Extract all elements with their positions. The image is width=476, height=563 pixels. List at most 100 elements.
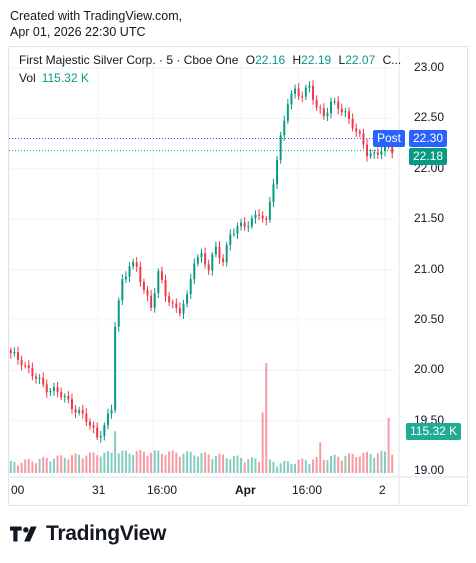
candle-body	[117, 300, 120, 327]
candle-body	[92, 425, 95, 428]
volume-bar	[160, 453, 163, 473]
date-line: Apr 01, 2026 22:30 UTC	[10, 25, 146, 39]
candle-body	[153, 293, 156, 308]
candle-body	[182, 303, 185, 314]
volume-bar	[38, 458, 41, 473]
candle-body	[106, 413, 109, 426]
volume-bar	[106, 450, 109, 473]
volume-bar	[236, 455, 239, 473]
candle-body	[297, 88, 300, 97]
volume-bar	[243, 462, 246, 473]
volume-bar	[222, 454, 225, 473]
volume-bar	[214, 455, 217, 473]
candle-body	[376, 152, 379, 155]
volume-label: Vol	[19, 71, 36, 85]
volume-bar	[171, 450, 174, 473]
volume-bar	[225, 458, 228, 473]
candle-body	[340, 108, 343, 113]
volume-bar	[9, 460, 12, 473]
volume-bar	[232, 456, 235, 473]
low-label: L	[338, 53, 346, 67]
volume-bar	[114, 431, 117, 473]
volume-bar	[142, 451, 145, 473]
volume-bar	[99, 456, 102, 473]
volume-bar	[240, 457, 243, 473]
volume-bar	[193, 455, 196, 473]
volume-bar	[279, 463, 282, 473]
volume-bar	[34, 463, 37, 473]
volume-bar	[355, 456, 358, 473]
candle-body	[247, 226, 250, 228]
candle-body	[301, 96, 304, 98]
candle-body	[45, 384, 48, 393]
volume-bar	[358, 456, 361, 473]
candle-body	[103, 425, 106, 436]
volume-bar	[13, 461, 16, 473]
candle-body	[114, 326, 117, 411]
volume-bar	[20, 462, 23, 473]
volume-bar	[27, 459, 30, 473]
candle-body	[49, 391, 52, 393]
volume-bar	[319, 442, 322, 473]
candle-body	[319, 107, 322, 109]
price-tick-label: 21.50	[414, 211, 445, 226]
candle-body	[99, 435, 102, 438]
price-tick-label: 22.50	[414, 110, 445, 125]
volume-bar	[164, 455, 167, 473]
time-tick-label: 31	[92, 483, 106, 497]
candle-body	[351, 118, 354, 129]
candle-body	[369, 153, 372, 157]
volume-bar	[340, 460, 343, 473]
volume-bar	[132, 455, 135, 473]
volume-bar	[211, 459, 214, 473]
volume-bar	[304, 460, 307, 473]
volume-bar	[373, 457, 376, 473]
volume-bar	[250, 457, 253, 473]
candle-body	[294, 88, 297, 94]
volume-bar	[24, 459, 27, 473]
candle-body	[250, 218, 253, 227]
volume-bar	[146, 455, 149, 473]
volume-bar	[96, 455, 99, 473]
chart-frame[interactable]: First Majestic Silver Corp. · 5 · Cboe O…	[8, 46, 468, 506]
candle-body	[304, 87, 307, 97]
volume-bar	[85, 455, 88, 473]
volume-bar	[254, 458, 257, 473]
candle-body	[171, 302, 174, 304]
price-tick-label: 20.00	[414, 362, 445, 377]
price-chart-canvas[interactable]	[9, 47, 467, 505]
volume-bar	[258, 462, 261, 473]
volume-bar	[297, 459, 300, 473]
volume-bar	[265, 363, 268, 473]
candle-body	[348, 111, 351, 119]
volume-bar	[376, 453, 379, 473]
candle-body	[81, 410, 84, 414]
volume-bar	[52, 458, 55, 473]
time-tick-label: 2	[379, 483, 386, 497]
candle-body	[333, 101, 336, 103]
ohlc-legend: First Majestic Silver Corp. · 5 · Cboe O…	[19, 53, 401, 67]
candle-body	[283, 120, 286, 136]
candle-body	[229, 234, 232, 246]
candle-body	[17, 352, 19, 360]
candle-body	[121, 279, 124, 301]
symbol-title[interactable]: First Majestic Silver Corp. · 5 · Cboe O…	[19, 53, 239, 67]
candle-body	[315, 99, 318, 108]
volume-bar	[153, 450, 156, 473]
volume-bar	[333, 454, 336, 473]
tradingview-brand[interactable]: TradingView	[10, 522, 166, 546]
candle-body	[218, 246, 221, 259]
volume-bar	[189, 451, 192, 473]
candle-body	[330, 101, 333, 114]
volume-bar	[49, 461, 52, 473]
volume-bar	[117, 453, 120, 473]
volume-bar	[312, 459, 315, 473]
volume-bar	[308, 464, 311, 473]
open-value: 22.16	[255, 53, 286, 67]
price-tick-label: 23.00	[414, 60, 445, 75]
volume-bar	[294, 463, 297, 473]
time-tick-label: 00	[11, 483, 25, 497]
candle-body	[31, 367, 34, 377]
volume-bar	[268, 459, 271, 473]
volume-bar	[204, 452, 207, 473]
